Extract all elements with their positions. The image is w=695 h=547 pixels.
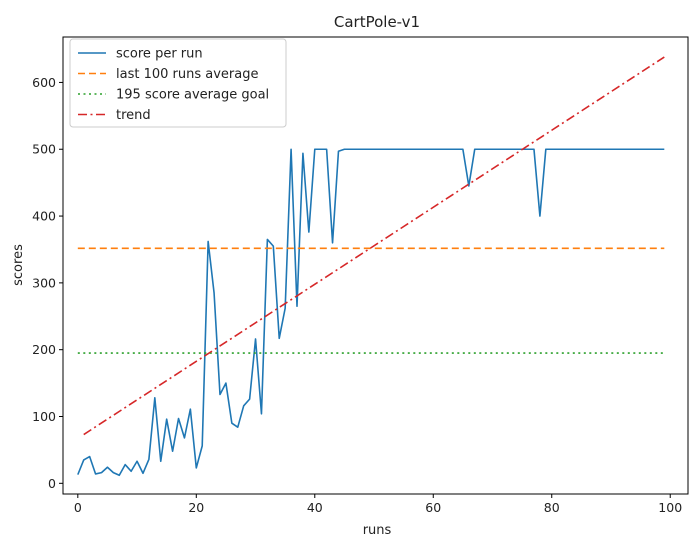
y-tick-label: 100	[32, 409, 56, 424]
x-tick-label: 20	[188, 500, 204, 515]
x-tick-label: 0	[74, 500, 82, 515]
x-tick-label: 40	[307, 500, 323, 515]
y-tick-label: 300	[32, 275, 56, 290]
chart-title: CartPole-v1	[334, 13, 420, 31]
legend-label: 195 score average goal	[116, 88, 269, 103]
y-axis-title: scores	[11, 244, 26, 286]
plot-frame	[62, 36, 689, 495]
y-tick-label: 200	[32, 342, 56, 357]
series-line-score-per-run	[77, 148, 665, 477]
legend-label: score per run	[116, 47, 203, 62]
y-axis: 0 100 200 300 400 500 600	[32, 75, 63, 491]
x-tick-label: 60	[425, 500, 441, 515]
y-tick-label: 0	[48, 476, 56, 491]
legend: score per run last 100 runs average 195 sc…	[69, 38, 287, 128]
plot-area	[77, 56, 665, 477]
series-line-trend	[83, 56, 665, 436]
legend-label: last 100 runs average	[116, 67, 258, 82]
x-tick-label: 80	[544, 500, 560, 515]
legend-box	[69, 38, 287, 128]
x-axis-title: runs	[363, 523, 392, 538]
x-tick-label: 100	[658, 500, 682, 515]
y-tick-label: 500	[32, 142, 56, 157]
y-tick-label: 600	[32, 75, 56, 90]
y-tick-label: 400	[32, 209, 56, 224]
x-axis: 0 20 40 60 80 100	[74, 494, 682, 515]
legend-label: trend	[116, 108, 151, 123]
